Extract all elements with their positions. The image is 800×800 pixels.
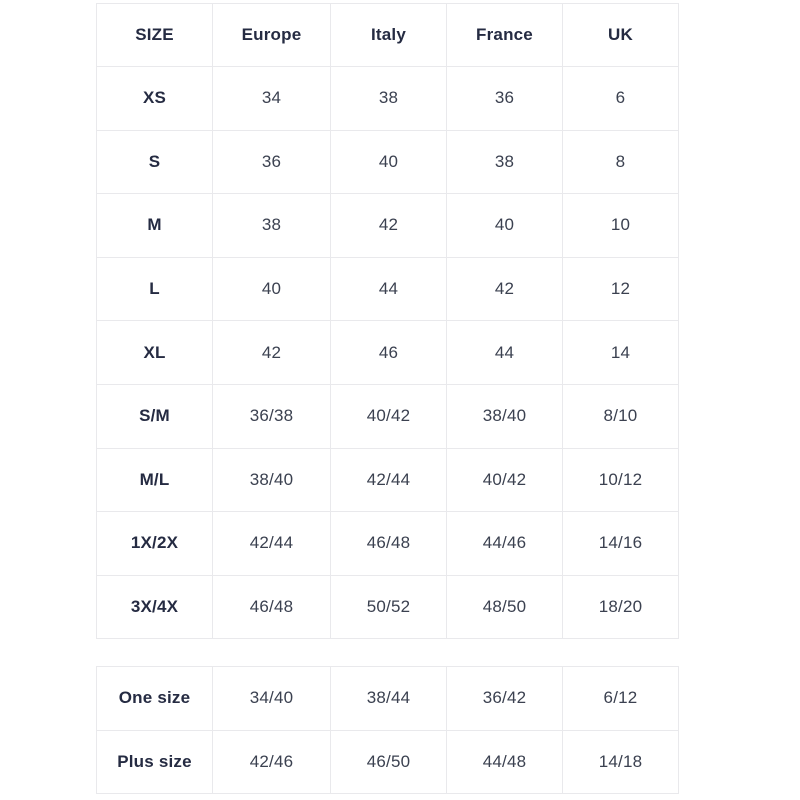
cell-europe: 42 xyxy=(212,320,331,385)
cell-france: 36/42 xyxy=(446,666,563,731)
cell-italy: 40/42 xyxy=(330,383,447,449)
column-header-uk: UK xyxy=(562,3,679,67)
cell-europe: 40 xyxy=(212,256,331,322)
cell-italy: 46/48 xyxy=(330,511,447,576)
cell-uk: 10/12 xyxy=(562,447,679,513)
column-header-size: SIZE xyxy=(96,3,213,67)
cell-italy: 50/52 xyxy=(330,574,447,640)
table-row: L 40 44 42 12 xyxy=(96,256,679,322)
column-header-italy: Italy xyxy=(330,3,447,67)
cell-italy: 38 xyxy=(330,66,447,131)
cell-uk: 8/10 xyxy=(562,383,679,449)
table-row: S 36 40 38 8 xyxy=(96,129,679,195)
table-header: SIZE Europe Italy France UK xyxy=(96,3,679,67)
cell-uk: 18/20 xyxy=(562,574,679,640)
row-label-s: S xyxy=(96,129,213,195)
cell-europe: 36 xyxy=(212,129,331,195)
cell-uk: 8 xyxy=(562,129,679,195)
cell-italy: 40 xyxy=(330,129,447,195)
cell-france: 44/46 xyxy=(446,511,563,576)
row-label-xs: XS xyxy=(96,66,213,131)
cell-europe: 38/40 xyxy=(212,447,331,513)
cell-france: 40 xyxy=(446,193,563,258)
cell-france: 44 xyxy=(446,320,563,385)
cell-italy: 46 xyxy=(330,320,447,385)
cell-europe: 46/48 xyxy=(212,574,331,640)
size-conversion-table: SIZE Europe Italy France UK XS 34 38 36 … xyxy=(96,3,679,640)
cell-europe: 36/38 xyxy=(212,383,331,449)
cell-france: 48/50 xyxy=(446,574,563,640)
column-header-france: France xyxy=(446,3,563,67)
cell-uk: 12 xyxy=(562,256,679,322)
cell-france: 40/42 xyxy=(446,447,563,513)
cell-uk: 6 xyxy=(562,66,679,131)
table-row: XS 34 38 36 6 xyxy=(96,66,679,131)
cell-italy: 38/44 xyxy=(330,666,447,731)
cell-europe: 34/40 xyxy=(212,666,331,731)
cell-italy: 42/44 xyxy=(330,447,447,513)
cell-france: 38 xyxy=(446,129,563,195)
table-row: M/L 38/40 42/44 40/42 10/12 xyxy=(96,447,679,513)
cell-europe: 34 xyxy=(212,66,331,131)
row-label-m: M xyxy=(96,193,213,258)
one-size-plus-size-table: One size 34/40 38/44 36/42 6/12 Plus siz… xyxy=(96,666,679,794)
column-header-europe: Europe xyxy=(212,3,331,67)
table-body: XS 34 38 36 6 S 36 40 38 8 M 38 42 40 10 xyxy=(96,66,679,640)
cell-france: 38/40 xyxy=(446,383,563,449)
table-row: M 38 42 40 10 xyxy=(96,193,679,258)
cell-france: 44/48 xyxy=(446,729,563,794)
cell-europe: 38 xyxy=(212,193,331,258)
row-label-one-size: One size xyxy=(96,666,213,731)
cell-uk: 14 xyxy=(562,320,679,385)
cell-uk: 14/16 xyxy=(562,511,679,576)
table-row: 1X/2X 42/44 46/48 44/46 14/16 xyxy=(96,511,679,576)
cell-france: 42 xyxy=(446,256,563,322)
table-row: S/M 36/38 40/42 38/40 8/10 xyxy=(96,383,679,449)
cell-italy: 46/50 xyxy=(330,729,447,794)
row-label-plus-size: Plus size xyxy=(96,729,213,794)
row-label-s-m: S/M xyxy=(96,383,213,449)
table-row: XL 42 46 44 14 xyxy=(96,320,679,385)
row-label-3x-4x: 3X/4X xyxy=(96,574,213,640)
table-row: One size 34/40 38/44 36/42 6/12 xyxy=(96,666,679,731)
table-body: One size 34/40 38/44 36/42 6/12 Plus siz… xyxy=(96,666,679,794)
cell-europe: 42/44 xyxy=(212,511,331,576)
cell-italy: 44 xyxy=(330,256,447,322)
cell-uk: 10 xyxy=(562,193,679,258)
cell-uk: 6/12 xyxy=(562,666,679,731)
table-row: 3X/4X 46/48 50/52 48/50 18/20 xyxy=(96,574,679,640)
table-header-row: SIZE Europe Italy France UK xyxy=(96,3,679,67)
table-row: Plus size 42/46 46/50 44/48 14/18 xyxy=(96,729,679,794)
cell-france: 36 xyxy=(446,66,563,131)
row-label-1x-2x: 1X/2X xyxy=(96,511,213,576)
cell-uk: 14/18 xyxy=(562,729,679,794)
row-label-m-l: M/L xyxy=(96,447,213,513)
cell-europe: 42/46 xyxy=(212,729,331,794)
row-label-xl: XL xyxy=(96,320,213,385)
cell-italy: 42 xyxy=(330,193,447,258)
row-label-l: L xyxy=(96,256,213,322)
